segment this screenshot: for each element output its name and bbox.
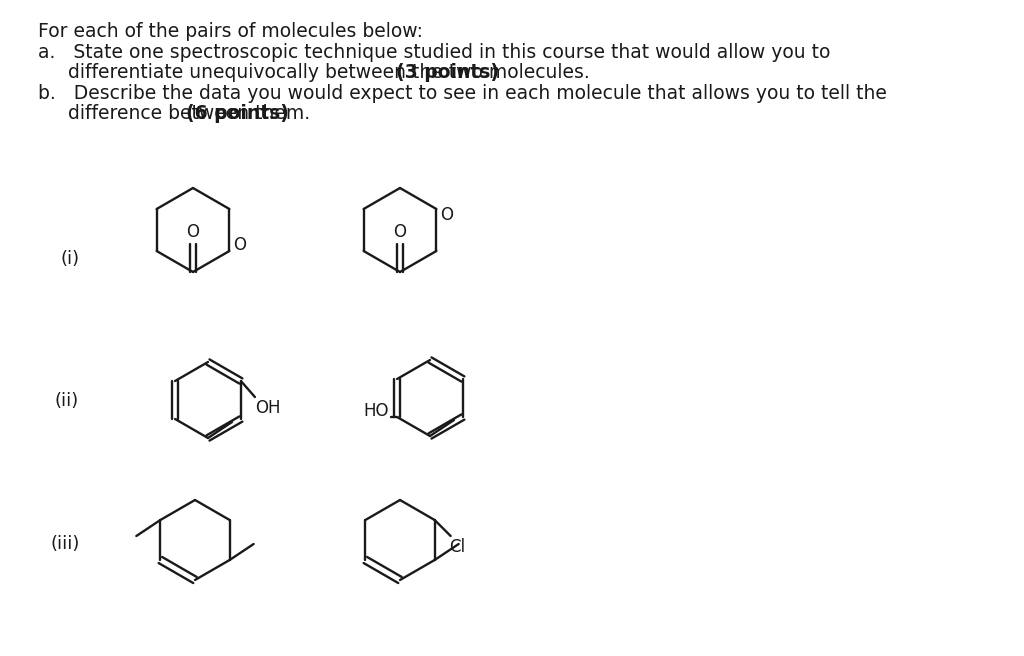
Text: O: O [233,236,247,254]
Text: (i): (i) [60,250,79,268]
Text: O: O [186,223,200,241]
Text: difference between them.: difference between them. [38,104,316,123]
Text: (ii): (ii) [55,392,79,410]
Text: differentiate unequivocally between the two molecules.: differentiate unequivocally between the … [38,63,596,82]
Text: (iii): (iii) [50,535,80,553]
Text: HO: HO [364,402,389,420]
Text: a.   State one spectroscopic technique studied in this course that would allow y: a. State one spectroscopic technique stu… [38,43,830,62]
Text: (6 points): (6 points) [186,104,289,123]
Text: b.   Describe the data you would expect to see in each molecule that allows you : b. Describe the data you would expect to… [38,84,887,103]
Text: OH: OH [255,399,281,417]
Text: For each of the pairs of molecules below:: For each of the pairs of molecules below… [38,22,423,41]
Text: (3 points): (3 points) [396,63,499,82]
Text: O: O [440,206,454,224]
Text: Cl: Cl [449,538,465,556]
Text: O: O [393,223,407,241]
